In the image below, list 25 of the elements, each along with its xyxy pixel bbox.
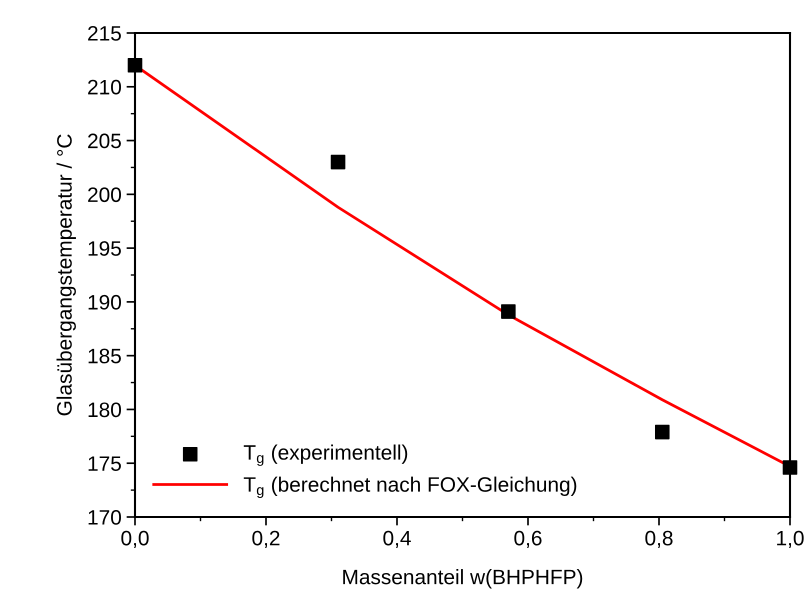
point [782, 460, 798, 475]
point [128, 58, 142, 73]
y-axis-title: Glasübergangstemperatur / °C [56, 134, 76, 416]
y-tick-label: 180 [88, 402, 121, 418]
point [330, 154, 346, 170]
y-tick-label: 215 [88, 26, 121, 41]
y-tick-label: 205 [88, 134, 121, 148]
x-tick-label: 0,6 [514, 530, 542, 548]
y-tick-label: 185 [88, 348, 121, 364]
point [501, 304, 516, 319]
y-tick-label: 210 [88, 80, 121, 95]
x-tick-label: 0,0 [121, 530, 149, 548]
legend-label: T$_{g}$ (experimentell) [244, 444, 408, 466]
legend-label: T$_{g}$ (berechnet nach FOX-Gleichung) [244, 476, 576, 498]
x-tick-label: 0,8 [645, 530, 673, 548]
point [654, 424, 670, 440]
x-tick-label: 1,0 [777, 530, 804, 548]
y-tick-label: 170 [88, 510, 121, 525]
y-tick-label: 190 [88, 294, 121, 310]
x-axis-title: Massenanteil w(BHPHFP) [343, 569, 582, 588]
y-tick-label: 195 [88, 241, 121, 256]
x-tick-label: 0,4 [383, 530, 411, 548]
y-tick-label: 175 [88, 456, 121, 471]
y-tick-label: 200 [88, 187, 121, 202]
x-tick-label: 0,2 [252, 530, 280, 548]
